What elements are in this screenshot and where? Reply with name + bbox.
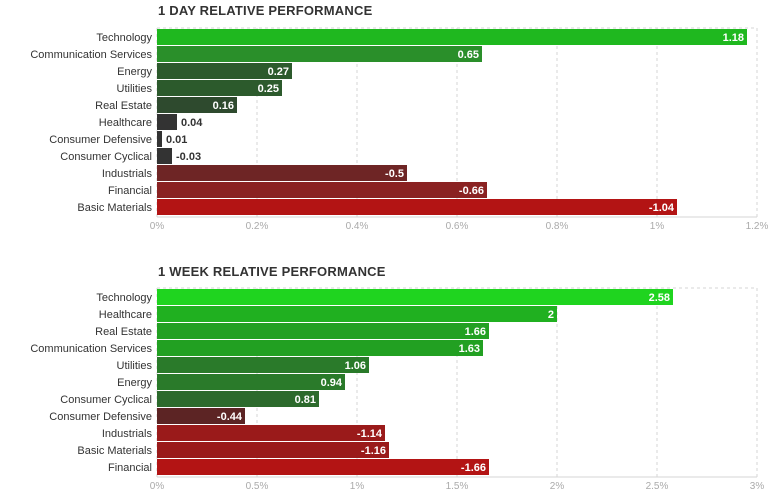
x-tick-label: 1% bbox=[350, 481, 365, 492]
value-label: 0.16 bbox=[213, 100, 234, 112]
bar-consumer-cyclical[interactable] bbox=[157, 391, 319, 407]
x-tick-label: 0.6% bbox=[446, 221, 469, 230]
category-label: Consumer Cyclical bbox=[60, 394, 152, 406]
chart-title-1week: 1 WEEK RELATIVE PERFORMANCE bbox=[158, 264, 386, 279]
x-tick-label: 1.5% bbox=[446, 481, 469, 492]
value-label: -1.14 bbox=[357, 428, 383, 440]
value-label: 1.18 bbox=[723, 32, 744, 44]
x-tick-label: 1% bbox=[650, 221, 665, 230]
category-label: Basic Materials bbox=[77, 445, 152, 457]
category-label: Energy bbox=[117, 377, 152, 389]
bar-technology[interactable] bbox=[157, 29, 747, 45]
category-label: Technology bbox=[96, 292, 152, 304]
bar-industrials[interactable] bbox=[157, 425, 385, 441]
x-tick-label: 0% bbox=[150, 221, 165, 230]
x-tick-label: 0.8% bbox=[546, 221, 569, 230]
x-tick-label: 0.4% bbox=[346, 221, 369, 230]
value-label: -1.16 bbox=[361, 445, 386, 457]
value-label: -0.66 bbox=[459, 185, 484, 197]
value-label: 0.65 bbox=[458, 49, 479, 61]
value-label: 0.01 bbox=[166, 134, 187, 146]
value-label: 0.25 bbox=[258, 83, 279, 95]
value-label: 0.04 bbox=[181, 117, 203, 129]
bar-industrials[interactable] bbox=[157, 165, 407, 181]
category-label: Financial bbox=[108, 462, 152, 474]
category-label: Utilities bbox=[117, 360, 153, 372]
bar-consumer-defensive[interactable] bbox=[157, 131, 162, 147]
category-label: Energy bbox=[117, 66, 152, 78]
bar-energy[interactable] bbox=[157, 63, 292, 79]
value-label: 2.58 bbox=[649, 292, 670, 304]
x-tick-label: 0.2% bbox=[246, 221, 269, 230]
bar-healthcare[interactable] bbox=[157, 114, 177, 130]
category-label: Financial bbox=[108, 185, 152, 197]
chart-title-1day: 1 DAY RELATIVE PERFORMANCE bbox=[158, 3, 373, 18]
category-label: Consumer Defensive bbox=[49, 134, 152, 146]
category-label: Communication Services bbox=[30, 49, 152, 61]
bar-basic-materials[interactable] bbox=[157, 442, 389, 458]
value-label: -0.5 bbox=[385, 168, 404, 180]
value-label: 2 bbox=[548, 309, 554, 321]
bar-basic-materials[interactable] bbox=[157, 199, 677, 215]
value-label: 0.27 bbox=[268, 66, 289, 78]
category-label: Healthcare bbox=[99, 309, 152, 321]
bar-technology[interactable] bbox=[157, 289, 673, 305]
category-label: Communication Services bbox=[30, 343, 152, 355]
x-tick-label: 2% bbox=[550, 481, 565, 492]
category-label: Real Estate bbox=[95, 100, 152, 112]
value-label: -0.44 bbox=[217, 411, 243, 423]
value-label: 0.94 bbox=[321, 377, 343, 389]
bar-financial[interactable] bbox=[157, 182, 487, 198]
bar-real-estate[interactable] bbox=[157, 97, 237, 113]
value-label: -1.66 bbox=[461, 462, 486, 474]
x-tick-label: 3% bbox=[750, 481, 765, 492]
value-label: 1.06 bbox=[345, 360, 366, 372]
bar-communication-services[interactable] bbox=[157, 46, 482, 62]
bar-real-estate[interactable] bbox=[157, 323, 489, 339]
value-label: 1.63 bbox=[459, 343, 480, 355]
bar-consumer-cyclical[interactable] bbox=[157, 148, 172, 164]
category-label: Industrials bbox=[102, 168, 153, 180]
category-label: Real Estate bbox=[95, 326, 152, 338]
x-tick-label: 0.5% bbox=[246, 481, 269, 492]
bar-healthcare[interactable] bbox=[157, 306, 557, 322]
category-label: Consumer Defensive bbox=[49, 411, 152, 423]
category-label: Industrials bbox=[102, 428, 153, 440]
chart-1week: 0% 0.5% 1% 1.5% 2% 2.5% 3% Technology 2.58 Health… bbox=[30, 287, 765, 492]
category-label: Basic Materials bbox=[77, 202, 152, 214]
bar-communication-services[interactable] bbox=[157, 340, 483, 356]
x-tick-label: 1.2% bbox=[746, 221, 769, 230]
category-label: Healthcare bbox=[99, 117, 152, 129]
value-label: -1.04 bbox=[649, 202, 675, 214]
category-label: Technology bbox=[96, 32, 152, 44]
bar-utilities[interactable] bbox=[157, 80, 282, 96]
value-label: -0.03 bbox=[176, 151, 201, 163]
bar-financial[interactable] bbox=[157, 459, 489, 475]
value-label: 0.81 bbox=[295, 394, 316, 406]
bar-utilities[interactable] bbox=[157, 357, 369, 373]
category-label: Consumer Cyclical bbox=[60, 151, 152, 163]
x-tick-label: 2.5% bbox=[646, 481, 669, 492]
bar-energy[interactable] bbox=[157, 374, 345, 390]
chart-1day: 0% 0.2% 0.4% 0.6% 0.8% 1% 1.2% Technology 1.18 Co… bbox=[30, 27, 769, 230]
value-label: 1.66 bbox=[465, 326, 486, 338]
x-tick-label: 0% bbox=[150, 481, 165, 492]
bar-consumer-defensive[interactable] bbox=[157, 408, 245, 424]
category-label: Utilities bbox=[117, 83, 153, 95]
